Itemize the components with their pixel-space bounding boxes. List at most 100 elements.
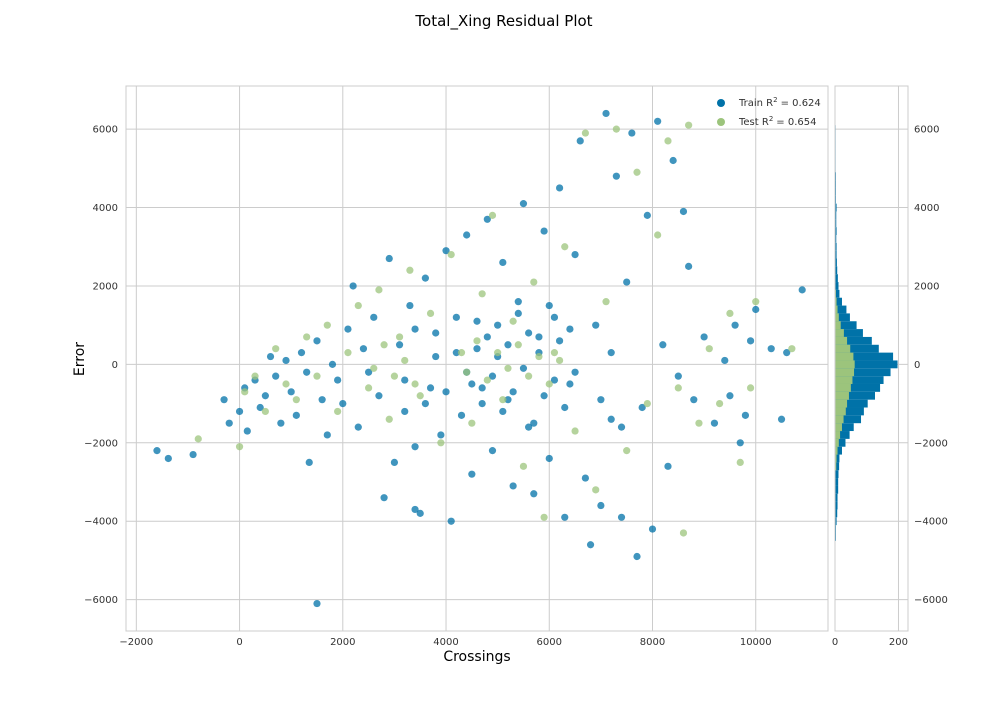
test-point: [736, 458, 744, 467]
y-axis-label: Error: [72, 342, 88, 376]
histogram-bar-test: [835, 407, 846, 416]
train-point: [432, 352, 440, 361]
train-point: [499, 258, 507, 267]
train-point: [334, 376, 342, 384]
test-point: [235, 443, 244, 451]
train-point: [550, 313, 559, 321]
test-point: [519, 462, 528, 470]
test-point: [437, 439, 445, 447]
train-point: [741, 411, 750, 419]
x-axis-label: Crossings: [443, 649, 510, 665]
train-point: [690, 396, 698, 404]
test-point: [334, 407, 342, 416]
histogram-bar-train: [835, 297, 842, 306]
histogram-y-tick-labels: −6000 −4000 −2000 0 2000 4000 6000: [914, 125, 948, 607]
histogram-y-tick-label: 0: [914, 360, 920, 371]
test-point: [463, 368, 471, 376]
histogram-bar-train: [835, 234, 837, 243]
test-point: [499, 396, 507, 404]
train-point: [323, 431, 331, 439]
histogram-bar-train: [835, 454, 840, 463]
histogram-bar-test: [835, 383, 851, 392]
scatter-frame: [125, 85, 829, 632]
test-point: [406, 266, 414, 274]
test-point: [395, 333, 404, 341]
test-point: [746, 384, 755, 392]
train-point: [550, 376, 559, 384]
histogram-bar-train: [835, 336, 872, 345]
histogram-bar-train: [835, 415, 862, 424]
train-point: [540, 227, 548, 235]
train-point: [746, 337, 755, 345]
test-point: [354, 301, 362, 310]
test-point: [509, 317, 517, 325]
train-point: [783, 349, 791, 357]
test-point: [241, 388, 249, 396]
histogram-bar-train: [835, 274, 838, 283]
train-point: [390, 458, 399, 467]
test-point: [468, 419, 476, 427]
test-point: [716, 399, 724, 408]
test-point: [411, 380, 419, 388]
train-point: [313, 599, 321, 608]
test-point: [679, 529, 688, 537]
train-point: [411, 325, 419, 333]
test-point: [375, 286, 383, 294]
train-point: [483, 333, 491, 341]
main-grid: [126, 86, 828, 631]
test-point: [514, 341, 522, 349]
train-point: [654, 117, 662, 125]
test-point: [401, 356, 409, 365]
train-point: [798, 286, 806, 294]
test-point: [488, 211, 497, 219]
train-point: [292, 411, 300, 419]
train-point: [685, 262, 693, 270]
train-point: [272, 372, 280, 380]
train-point: [623, 278, 631, 286]
train-point: [514, 298, 522, 306]
y-tick-label: 4000: [93, 203, 118, 214]
x-tick-label: 8000: [640, 637, 665, 648]
train-point: [638, 403, 646, 412]
histogram-bar-train: [835, 470, 839, 479]
train-point: [297, 349, 306, 357]
train-point: [777, 415, 786, 423]
train-point: [406, 301, 414, 310]
train-point: [530, 419, 538, 427]
train-point: [483, 215, 491, 223]
test-point: [530, 278, 538, 286]
legend-train-sup: 2: [773, 96, 777, 104]
histogram-bar-test: [835, 454, 837, 463]
train-point: [535, 333, 543, 341]
test-point: [416, 392, 424, 400]
histogram-bar-train: [835, 399, 868, 408]
train-point: [256, 403, 264, 412]
train-point: [468, 380, 476, 388]
histogram-bar-train: [835, 431, 850, 439]
train-point: [731, 321, 739, 329]
test-point: [194, 435, 202, 443]
train-point: [452, 313, 460, 321]
histogram-bar-test: [835, 446, 838, 455]
y-tick-label: −6000: [84, 595, 118, 606]
histogram-bar-train: [835, 227, 837, 235]
test-point: [261, 407, 269, 416]
test-point: [525, 372, 533, 380]
test-point: [303, 333, 311, 341]
train-point: [628, 129, 636, 137]
histogram-y-tick-label: −2000: [914, 438, 948, 449]
train-point: [643, 211, 651, 219]
test-point: [478, 290, 486, 298]
train-point: [571, 250, 579, 259]
histogram-bar-train: [835, 305, 847, 314]
train-point: [767, 345, 775, 353]
x-tick-label: 6000: [537, 637, 562, 648]
histogram-bar-test: [835, 368, 855, 377]
train-point: [261, 392, 269, 400]
train-point: [457, 411, 466, 419]
train-point: [421, 274, 429, 282]
train-point: [504, 341, 512, 349]
histogram-bar-train: [835, 501, 838, 510]
train-point: [597, 501, 605, 510]
